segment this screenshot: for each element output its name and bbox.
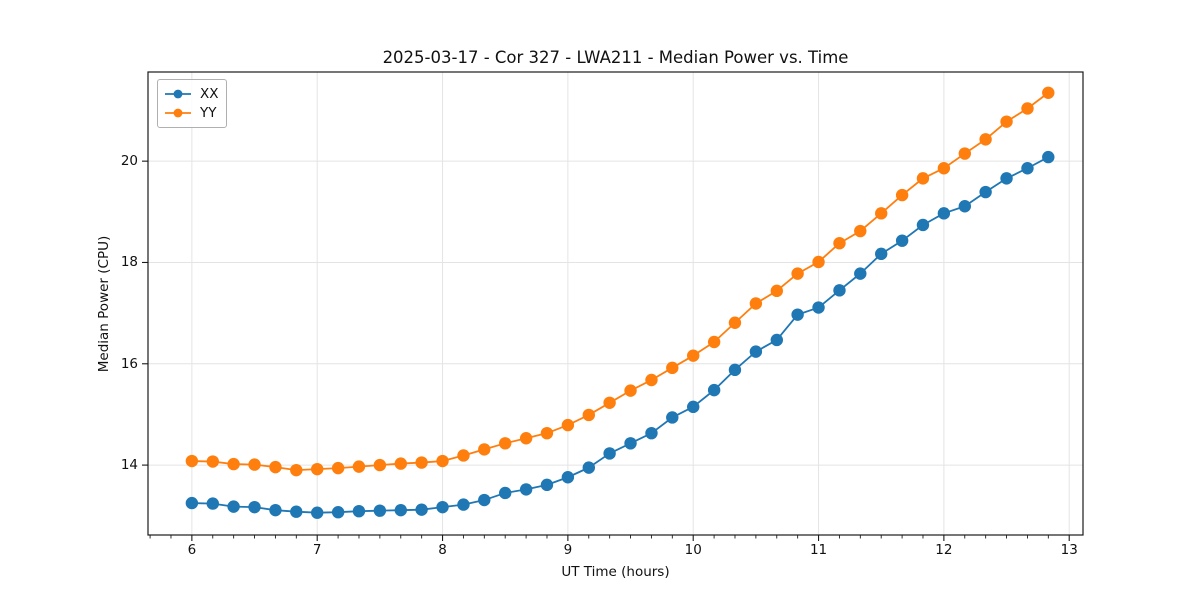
legend-line-sample-xx bbox=[165, 89, 191, 99]
axes-spines bbox=[147, 71, 1084, 536]
legend-item-xx: XX bbox=[164, 85, 220, 103]
series-xx-markers bbox=[185, 150, 1055, 519]
series-yy-line bbox=[191, 92, 1049, 472]
x-tick-label: 6 bbox=[187, 542, 197, 558]
x-tick-label: 13 bbox=[1060, 542, 1078, 558]
x-tick-label: 8 bbox=[438, 542, 447, 558]
y-tick-label: 16 bbox=[120, 355, 138, 372]
chart-title: 2025-03-17 - Cor 327 - LWA211 - Median P… bbox=[382, 48, 849, 67]
series-xx-line bbox=[191, 156, 1049, 514]
x-tick-label: 10 bbox=[684, 542, 702, 558]
x-tick-label: 11 bbox=[809, 542, 828, 558]
axis-ticks bbox=[142, 160, 1070, 541]
x-tick-label: 7 bbox=[312, 542, 322, 558]
x-tick-label: 12 bbox=[935, 542, 953, 558]
y-tick-label: 18 bbox=[120, 254, 138, 271]
series-yy-markers bbox=[185, 86, 1055, 477]
grid-lines bbox=[148, 72, 1083, 535]
x-tick-label: 9 bbox=[563, 542, 573, 558]
legend: XX YY bbox=[157, 79, 227, 128]
legend-line-sample-yy bbox=[165, 108, 191, 118]
legend-item-yy: YY bbox=[164, 104, 220, 122]
y-tick-label: 20 bbox=[120, 153, 138, 170]
legend-label-xx: XX bbox=[200, 86, 219, 102]
x-axis-label: UT Time (hours) bbox=[561, 564, 670, 580]
y-tick-label: 14 bbox=[120, 457, 138, 474]
legend-label-yy: YY bbox=[200, 105, 217, 121]
